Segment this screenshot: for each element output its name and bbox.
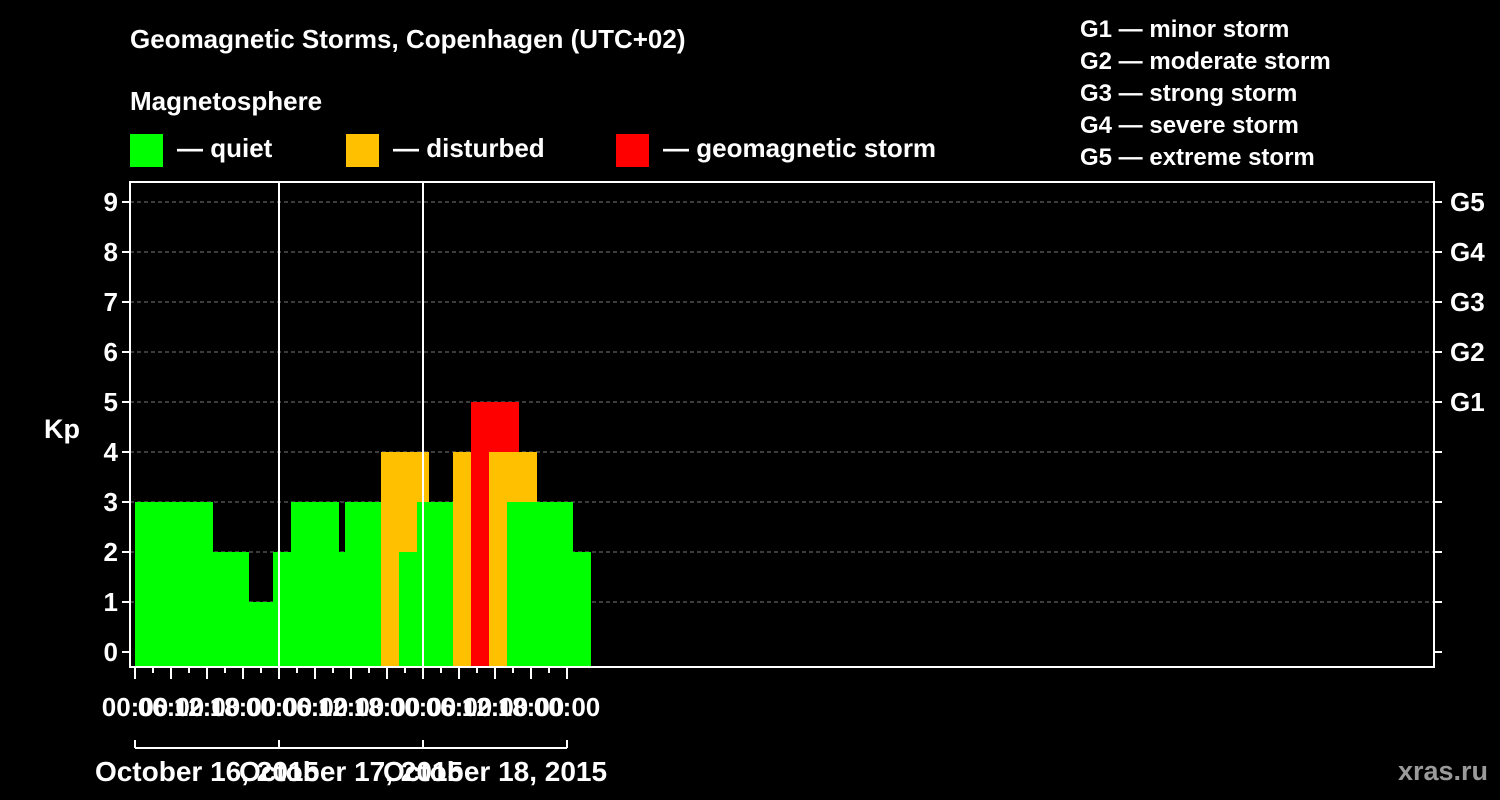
x-tick-label: 18:00 <box>354 692 421 722</box>
x-tick-label: 00:00 <box>390 692 457 722</box>
y-axis-label: Kp <box>44 414 80 444</box>
y-tick-label: 0 <box>104 637 118 667</box>
y-tick-label: 1 <box>104 587 118 617</box>
g-scale-label: G5 <box>1450 187 1485 217</box>
x-tick-label: 12:00 <box>462 692 529 722</box>
legend-label-disturbed: — disturbed <box>393 133 545 163</box>
legend-swatch-quiet <box>130 134 163 167</box>
y-tick-label: 7 <box>104 287 118 317</box>
x-tick-label: 18:00 <box>210 692 277 722</box>
x-tick-label: 12:00 <box>318 692 385 722</box>
y-tick-label: 4 <box>104 437 119 467</box>
x-tick-label: 06:00 <box>426 692 493 722</box>
storm-scale-g3: G3 — strong storm <box>1080 80 1297 107</box>
tick-labels: 0123456789G1G2G3G4G500:0006:0012:0018:00… <box>95 187 1485 787</box>
day-label: October 16, 2015 <box>95 756 319 787</box>
watermark: xras.ru <box>1398 756 1488 786</box>
y-tick-label: 5 <box>104 387 118 417</box>
storm-scale-g4: G4 — severe storm <box>1080 112 1299 139</box>
x-tick-label: 06:00 <box>282 692 349 722</box>
x-tick-label: 00:00 <box>534 692 601 722</box>
storm-scale-g1: G1 — minor storm <box>1080 16 1289 43</box>
y-tick-label: 3 <box>104 487 118 517</box>
y-tick-label: 9 <box>104 187 118 217</box>
legend-swatch-storm <box>616 134 649 167</box>
legend-label-quiet: — quiet <box>177 133 273 163</box>
y-tick-label: 6 <box>104 337 118 367</box>
plot-frame <box>129 181 1435 668</box>
x-tick-label: 12:00 <box>174 692 241 722</box>
day-label: October 18, 2015 <box>383 756 607 787</box>
bars <box>135 402 591 666</box>
axes <box>122 181 1442 749</box>
day-label: October 17, 2015 <box>239 756 463 787</box>
storm-scale-g2: G2 — moderate storm <box>1080 48 1331 75</box>
storm-scale-g5: G5 — extreme storm <box>1080 144 1315 171</box>
bar-24 <box>543 552 591 666</box>
x-tick-label: 00:00 <box>102 692 169 722</box>
y-tick-label: 8 <box>104 237 118 267</box>
legend-swatch-disturbed <box>346 134 379 167</box>
g-scale-label: G1 <box>1450 387 1485 417</box>
legend-title: Magnetosphere <box>130 86 322 116</box>
y-tick-label: 2 <box>104 537 118 567</box>
legend-label-storm: — geomagnetic storm <box>663 133 936 163</box>
x-tick-label: 06:00 <box>138 692 205 722</box>
g-scale-label: G3 <box>1450 287 1485 317</box>
g-scale-label: G4 <box>1450 237 1485 267</box>
x-tick-label: 18:00 <box>498 692 565 722</box>
chart-title: Geomagnetic Storms, Copenhagen (UTC+02) <box>130 24 685 54</box>
g-scale-label: G2 <box>1450 337 1485 367</box>
x-tick-label: 00:00 <box>246 692 313 722</box>
